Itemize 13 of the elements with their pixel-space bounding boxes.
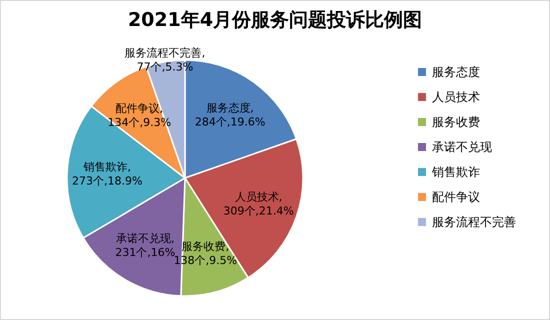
data-label: 承诺不兑现, 231个,16% <box>115 232 176 259</box>
chart-title: 2021年4月份服务问题投诉比例图 <box>128 9 422 31</box>
data-label: 服务态度, 284个,19.6% <box>194 101 266 128</box>
legend-label: 人员技术 <box>432 90 480 104</box>
data-label: 销售欺诈, 273个,18.9% <box>72 160 142 188</box>
legend-label: 承诺不兑现 <box>432 140 492 154</box>
legend-label: 服务态度 <box>432 65 480 79</box>
data-label: 服务流程不完善, 77个,5.3% <box>124 46 206 74</box>
legend-label: 服务收费 <box>432 115 480 129</box>
legend-label: 销售欺诈 <box>431 165 480 179</box>
data-label: 人员技术, 309个,21.4% <box>223 190 294 218</box>
legend-label: 服务流程不完善 <box>432 215 516 229</box>
legend-label: 配件争议 <box>432 190 480 204</box>
